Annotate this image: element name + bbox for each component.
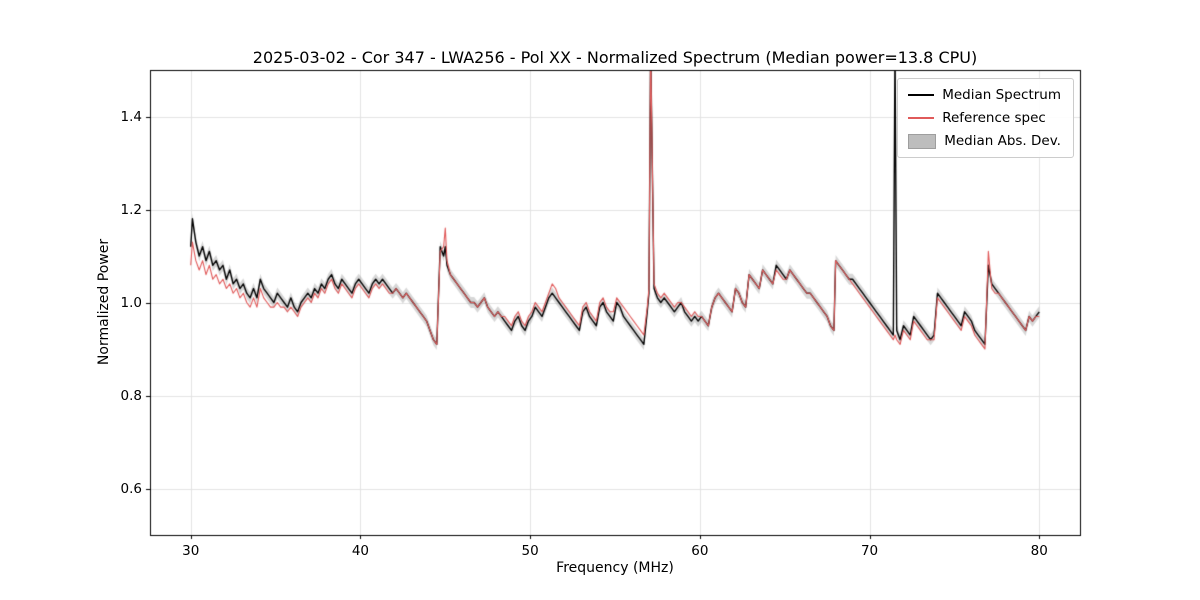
x-tick-label: 70: [860, 543, 879, 559]
legend-label-median-spectrum: Median Spectrum: [942, 87, 1061, 103]
legend-item-reference-spec: Reference spec: [908, 110, 1061, 126]
y-tick-label: 1.0: [120, 294, 142, 311]
legend-item-median-abs-dev: Median Abs. Dev.: [908, 133, 1061, 149]
median-abs-dev-band-swatch: [908, 133, 937, 149]
x-tick-label: 40: [351, 543, 370, 559]
legend-label-median-abs-dev: Median Abs. Dev.: [944, 133, 1061, 149]
median-spectrum-line-swatch: [908, 94, 935, 96]
y-tick-label: 0.6: [120, 480, 142, 497]
y-tick-label: 1.2: [120, 201, 142, 218]
x-tick-label: 30: [182, 543, 200, 559]
x-tick-label: 50: [521, 543, 539, 559]
legend: Median Spectrum Reference spec Median Ab…: [897, 78, 1074, 158]
x-tick-label: 60: [691, 543, 709, 559]
x-axis-label: Frequency (MHz): [556, 560, 674, 576]
y-tick-label: 0.8: [120, 387, 142, 404]
x-tick-label: 80: [1030, 543, 1048, 559]
legend-item-median-spectrum: Median Spectrum: [908, 87, 1061, 103]
y-tick-label: 1.4: [120, 108, 142, 125]
chart-title: 2025-03-02 - Cor 347 - LWA256 - Pol XX -…: [252, 48, 978, 67]
legend-label-reference-spec: Reference spec: [942, 110, 1046, 126]
reference-spec-line-swatch: [908, 117, 935, 119]
